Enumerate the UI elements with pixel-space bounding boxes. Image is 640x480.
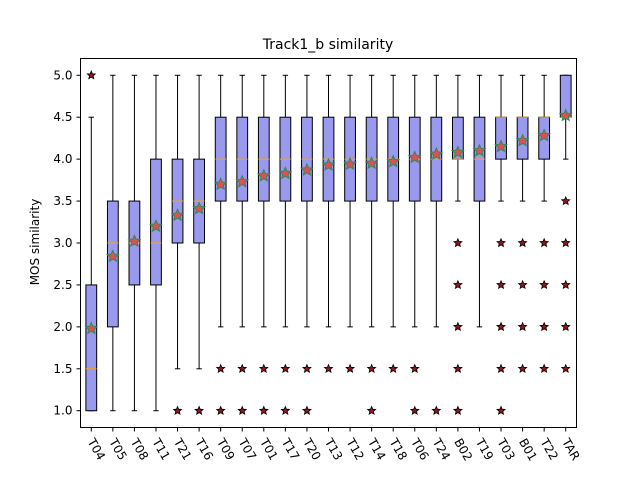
mean-marker <box>300 162 314 176</box>
outlier-marker <box>539 321 550 332</box>
mean-marker <box>321 157 336 171</box>
mean-marker <box>84 321 99 335</box>
box-t03: T03 <box>494 74 518 463</box>
y-tick-label: 5.0 <box>53 68 72 82</box>
mean-marker <box>450 145 465 159</box>
outlier-marker <box>539 279 550 290</box>
outlier-marker <box>560 237 571 248</box>
outlier-marker <box>496 321 507 332</box>
outlier-marker <box>517 363 528 374</box>
outlier-marker <box>345 363 356 374</box>
outlier-marker <box>452 405 463 415</box>
mean-marker <box>515 133 530 147</box>
outlier-marker <box>452 279 463 290</box>
mean-marker <box>105 249 120 263</box>
outlier-marker <box>496 279 507 290</box>
outlier-marker <box>560 279 571 290</box>
y-tick-label: 2.5 <box>53 278 72 292</box>
iqr-box <box>106 200 119 328</box>
outlier-marker <box>301 363 312 374</box>
outlier-marker <box>496 405 507 415</box>
outlier-marker <box>496 237 507 248</box>
mean-marker <box>192 201 207 215</box>
mean-marker <box>278 166 293 180</box>
mean-marker <box>149 218 163 233</box>
y-tick-label: 4.5 <box>53 110 72 124</box>
outlier-marker <box>258 363 269 374</box>
chart-title: Track1_b similarity <box>262 37 393 53</box>
outlier-marker <box>215 405 226 415</box>
outlier-marker <box>409 405 420 415</box>
outlier-marker <box>366 363 377 374</box>
y-axis-label: MOS similarity <box>28 199 42 286</box>
outlier-marker <box>323 363 334 374</box>
mean-marker <box>494 139 508 153</box>
iqr-box <box>495 116 507 160</box>
outlier-marker <box>539 363 550 374</box>
mean-marker <box>472 143 487 157</box>
outlier-marker <box>237 405 248 415</box>
outlier-marker <box>517 321 528 332</box>
plot-frame <box>80 58 577 428</box>
y-tick-label: 2.0 <box>53 320 72 334</box>
y-tick-label: 1.5 <box>53 362 72 376</box>
outlier-marker <box>194 405 205 415</box>
outlier-marker <box>86 70 97 80</box>
y-tick-label: 1.0 <box>53 404 72 418</box>
outlier-marker <box>452 321 463 332</box>
mean-marker <box>343 156 357 171</box>
mean-marker <box>386 154 401 168</box>
outlier-marker <box>301 405 312 415</box>
outlier-marker <box>366 405 377 415</box>
outlier-marker <box>517 279 528 290</box>
y-tick-label: 3.5 <box>53 194 72 208</box>
outlier-marker <box>237 363 248 374</box>
outlier-marker <box>409 363 420 374</box>
outlier-marker <box>431 405 442 415</box>
mean-marker <box>127 234 142 248</box>
outlier-marker <box>560 195 571 206</box>
outlier-marker <box>280 363 291 374</box>
box-t05: T05 <box>105 74 130 463</box>
mean-marker <box>213 177 228 191</box>
outlier-marker <box>496 363 507 374</box>
mean-marker <box>256 168 271 182</box>
mean-marker <box>558 108 573 122</box>
outlier-marker <box>280 405 291 415</box>
mean-marker <box>170 208 185 222</box>
mean-marker <box>537 128 552 142</box>
outlier-marker <box>539 237 550 248</box>
mean-marker <box>429 146 444 160</box>
outlier-marker <box>258 405 269 415</box>
outlier-marker <box>560 321 571 332</box>
outlier-marker <box>172 405 183 415</box>
y-tick-label: 3.0 <box>53 236 72 250</box>
y-tick-label: 4.0 <box>53 152 72 166</box>
mean-marker <box>407 150 422 164</box>
outlier-marker <box>452 237 463 248</box>
mean-marker <box>235 174 250 188</box>
outlier-marker <box>517 237 528 248</box>
outlier-marker <box>388 363 399 374</box>
mean-marker <box>364 156 379 170</box>
outlier-marker <box>560 363 571 374</box>
outlier-marker <box>215 363 226 374</box>
iqr-box <box>85 284 98 412</box>
outlier-marker <box>452 363 463 374</box>
